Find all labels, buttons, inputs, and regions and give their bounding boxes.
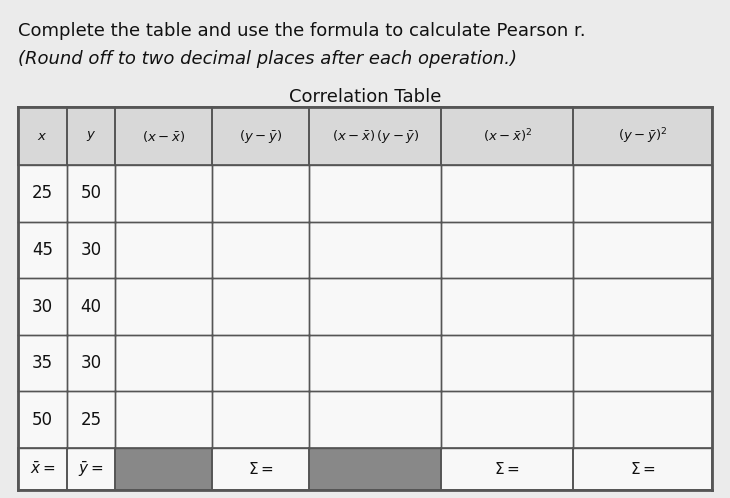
Text: Correlation Table: Correlation Table — [289, 88, 441, 106]
Bar — [66, 448, 115, 490]
Bar — [310, 448, 442, 490]
Bar — [18, 391, 712, 448]
Text: $\bar{y} =$: $\bar{y} =$ — [78, 460, 104, 479]
Bar — [442, 448, 573, 490]
Bar — [18, 335, 712, 391]
Text: 30: 30 — [80, 354, 101, 372]
Text: 45: 45 — [32, 241, 53, 259]
Text: 50: 50 — [32, 411, 53, 429]
Bar — [18, 107, 712, 165]
Text: $x$: $x$ — [37, 129, 47, 142]
Text: 35: 35 — [31, 354, 53, 372]
Text: $(y - \bar{y})^2$: $(y - \bar{y})^2$ — [618, 126, 667, 146]
Bar — [18, 222, 712, 278]
Text: $y$: $y$ — [85, 129, 96, 143]
Text: 30: 30 — [31, 297, 53, 316]
Bar — [115, 448, 212, 490]
Bar — [18, 165, 712, 222]
Bar — [573, 448, 712, 490]
Text: $\Sigma =$: $\Sigma =$ — [630, 461, 656, 477]
Text: 25: 25 — [80, 411, 101, 429]
Bar — [18, 107, 712, 490]
Text: 50: 50 — [80, 184, 101, 202]
Text: $\Sigma =$: $\Sigma =$ — [494, 461, 520, 477]
Text: $(x - \bar{x})\,(y - \bar{y})$: $(x - \bar{x})\,(y - \bar{y})$ — [331, 127, 419, 144]
Text: 40: 40 — [80, 297, 101, 316]
Bar — [18, 448, 66, 490]
Bar — [212, 448, 310, 490]
Text: (Round off to two decimal places after each operation.): (Round off to two decimal places after e… — [18, 50, 517, 68]
Text: 25: 25 — [31, 184, 53, 202]
Text: 30: 30 — [80, 241, 101, 259]
Bar — [18, 278, 712, 335]
Text: $(x - \bar{x})$: $(x - \bar{x})$ — [142, 128, 185, 143]
Text: $(y - \bar{y})$: $(y - \bar{y})$ — [239, 127, 283, 144]
Text: $\bar{x} =$: $\bar{x} =$ — [29, 461, 55, 477]
Text: $(x - \bar{x})^2$: $(x - \bar{x})^2$ — [483, 127, 532, 145]
Text: Complete the table and use the formula to calculate Pearson r.: Complete the table and use the formula t… — [18, 22, 585, 40]
Text: $\Sigma =$: $\Sigma =$ — [248, 461, 274, 477]
